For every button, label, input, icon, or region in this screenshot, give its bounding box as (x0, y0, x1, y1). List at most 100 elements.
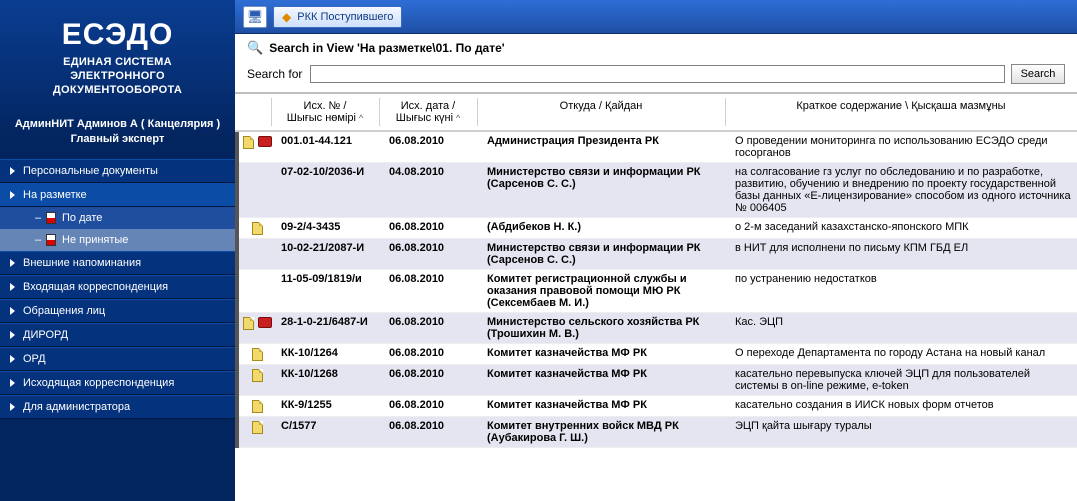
table-row[interactable]: С/157706.08.2010Комитет внутренних войск… (239, 417, 1077, 448)
document-icon (243, 317, 254, 330)
col-header-from[interactable]: Откуда / Қайдан (477, 94, 725, 130)
cell-icons (239, 365, 275, 395)
nav-arrow-icon (10, 191, 15, 199)
cell-from: Министерство связи и информации РК (Сарс… (481, 239, 729, 269)
logo-block: ЕСЭДО ЕДИНАЯ СИСТЕМА ЭЛЕКТРОННОГО ДОКУМЕ… (0, 0, 235, 111)
nav-item[interactable]: На разметке (0, 183, 235, 207)
table-row[interactable]: 09-2/4-343506.08.2010 (Абдибеков Н. К.)о… (239, 218, 1077, 239)
nav-arrow-icon (10, 355, 15, 363)
cell-icons (239, 132, 275, 162)
cell-from: Министерство связи и информации РК (Сарс… (481, 163, 729, 217)
cell-from: Комитет казначейства МФ РК (481, 344, 729, 364)
cell-date: 06.08.2010 (383, 218, 481, 238)
nav-item[interactable]: Исходящая корреспонденция (0, 371, 235, 395)
nav-item[interactable]: Персональные документы (0, 159, 235, 183)
table-row[interactable]: КК-9/125506.08.2010Комитет казначейства … (239, 396, 1077, 417)
cell-no: С/1577 (275, 417, 383, 447)
cell-desc: О проведении мониторинга по использовани… (729, 132, 1077, 162)
document-icon (252, 369, 263, 382)
cell-no: 09-2/4-3435 (275, 218, 383, 238)
cell-date: 06.08.2010 (383, 239, 481, 269)
table-row[interactable]: 001.01-44.12106.08.2010Администрация Пре… (239, 132, 1077, 163)
cell-date: 06.08.2010 (383, 132, 481, 162)
cell-no: 07-02-10/2036-И (275, 163, 383, 217)
table-row[interactable]: 11-05-09/1819/и06.08.2010Комитет регистр… (239, 270, 1077, 313)
nav-item[interactable]: ДИРОРД (0, 323, 235, 347)
nav-arrow-icon (10, 379, 15, 387)
nav-sub: –По дате–Не принятые (0, 207, 235, 251)
user-line2: Главный эксперт (10, 132, 225, 147)
table-row[interactable]: КК-10/126406.08.2010Комитет казначейства… (239, 344, 1077, 365)
cell-desc: О переходе Департамента по городу Астана… (729, 344, 1077, 364)
nav-label: ОРД (23, 353, 46, 365)
nav-label: ДИРОРД (23, 329, 68, 341)
grid-header: Исх. № / Шығыс нөмірі^ Исх. дата / Шығыс… (235, 94, 1077, 132)
cell-desc: касательно перевыпуска ключей ЭЦП для по… (729, 365, 1077, 395)
document-icon (243, 136, 254, 149)
nav-arrow-icon (10, 283, 15, 291)
search-input[interactable] (310, 65, 1005, 83)
nav-item[interactable]: Внешние напоминания (0, 251, 235, 275)
cell-desc: касательно создания в ИИСК новых форм от… (729, 396, 1077, 416)
nav-item[interactable]: Для администратора (0, 395, 235, 419)
col-header-no[interactable]: Исх. № / Шығыс нөмірі^ (271, 94, 379, 130)
cell-desc: Кас. ЭЦП (729, 313, 1077, 343)
document-icon (252, 421, 263, 434)
cell-desc: по устранению недостатков (729, 270, 1077, 312)
nav-label: Для администратора (23, 401, 130, 413)
logo-sub-3: ДОКУМЕНТООБОРОТА (18, 84, 217, 98)
table-row[interactable]: 07-02-10/2036-И04.08.2010Министерство св… (239, 163, 1077, 218)
table-row[interactable]: КК-10/126806.08.2010Комитет казначейства… (239, 365, 1077, 396)
cell-desc: о 2-м заседаний казахстанско-японского М… (729, 218, 1077, 238)
user-line1: АдминНИТ Админов А ( Канцелярия ) (10, 117, 225, 132)
cell-icons (239, 270, 275, 312)
col-header-date[interactable]: Исх. дата / Шығыс күні^ (379, 94, 477, 130)
cell-date: 06.08.2010 (383, 417, 481, 447)
col-header-desc[interactable]: Краткое содержание \ Қысқаша мазмұны (725, 94, 1077, 130)
grid-body: 001.01-44.12106.08.2010Администрация Пре… (235, 132, 1077, 448)
rkk-button[interactable]: ◆ РКК Поступившего (273, 6, 402, 28)
cell-desc: на солгасование гз услуг по обследованию… (729, 163, 1077, 217)
table-row[interactable]: 28-1-0-21/6487-И06.08.2010Министерство с… (239, 313, 1077, 344)
nav-label: Входящая корреспонденция (23, 281, 168, 293)
grid: Исх. № / Шығыс нөмірі^ Исх. дата / Шығыс… (235, 92, 1077, 448)
book-icon (258, 136, 272, 147)
nav-sub-label: Не принятые (62, 234, 128, 246)
search-bar: Search for Search (235, 60, 1077, 92)
nav-item[interactable]: Обращения лиц (0, 299, 235, 323)
nav-arrow-icon (10, 167, 15, 175)
cell-desc: в НИТ для исполнени по письму КПМ ГБД ЕЛ (729, 239, 1077, 269)
flag-icon (46, 234, 56, 246)
nav-label: Внешние напоминания (23, 257, 141, 269)
toolbar: 🖥 ◆ РКК Поступившего (235, 0, 1077, 34)
nav-item[interactable]: Входящая корреспонденция (0, 275, 235, 299)
cell-from: Министерство сельского хозяйства РК (Тро… (481, 313, 729, 343)
cell-icons (239, 218, 275, 238)
cell-from: Комитет казначейства МФ РК (481, 365, 729, 395)
cell-date: 06.08.2010 (383, 270, 481, 312)
screen-icon[interactable]: 🖥 (243, 6, 267, 28)
search-heading: 🔍 Search in View 'На разметке\01. По дат… (235, 34, 1077, 60)
search-title: Search in View 'На разметке\01. По дате' (269, 41, 504, 55)
cell-no: 28-1-0-21/6487-И (275, 313, 383, 343)
logo-sub-1: ЕДИНАЯ СИСТЕМА (18, 56, 217, 70)
book-icon (258, 317, 272, 328)
cell-no: 11-05-09/1819/и (275, 270, 383, 312)
search-label: Search for (247, 67, 302, 81)
nav-label: Персональные документы (23, 165, 158, 177)
cell-icons (239, 417, 275, 447)
nav-sub-item[interactable]: –Не принятые (0, 229, 235, 251)
search-button[interactable]: Search (1011, 64, 1065, 84)
cell-from: Администрация Президента РК (481, 132, 729, 162)
cell-from: (Абдибеков Н. К.) (481, 218, 729, 238)
nav-sub-item[interactable]: –По дате (0, 207, 235, 229)
search-icon: 🔍 (247, 40, 263, 56)
cell-no: КК-10/1268 (275, 365, 383, 395)
cell-from: Комитет регистрационной службы и оказани… (481, 270, 729, 312)
cell-no: 10-02-21/2087-И (275, 239, 383, 269)
nav-arrow-icon (10, 403, 15, 411)
table-row[interactable]: 10-02-21/2087-И06.08.2010Министерство св… (239, 239, 1077, 270)
cell-date: 06.08.2010 (383, 313, 481, 343)
nav-item[interactable]: ОРД (0, 347, 235, 371)
document-icon (252, 222, 263, 235)
